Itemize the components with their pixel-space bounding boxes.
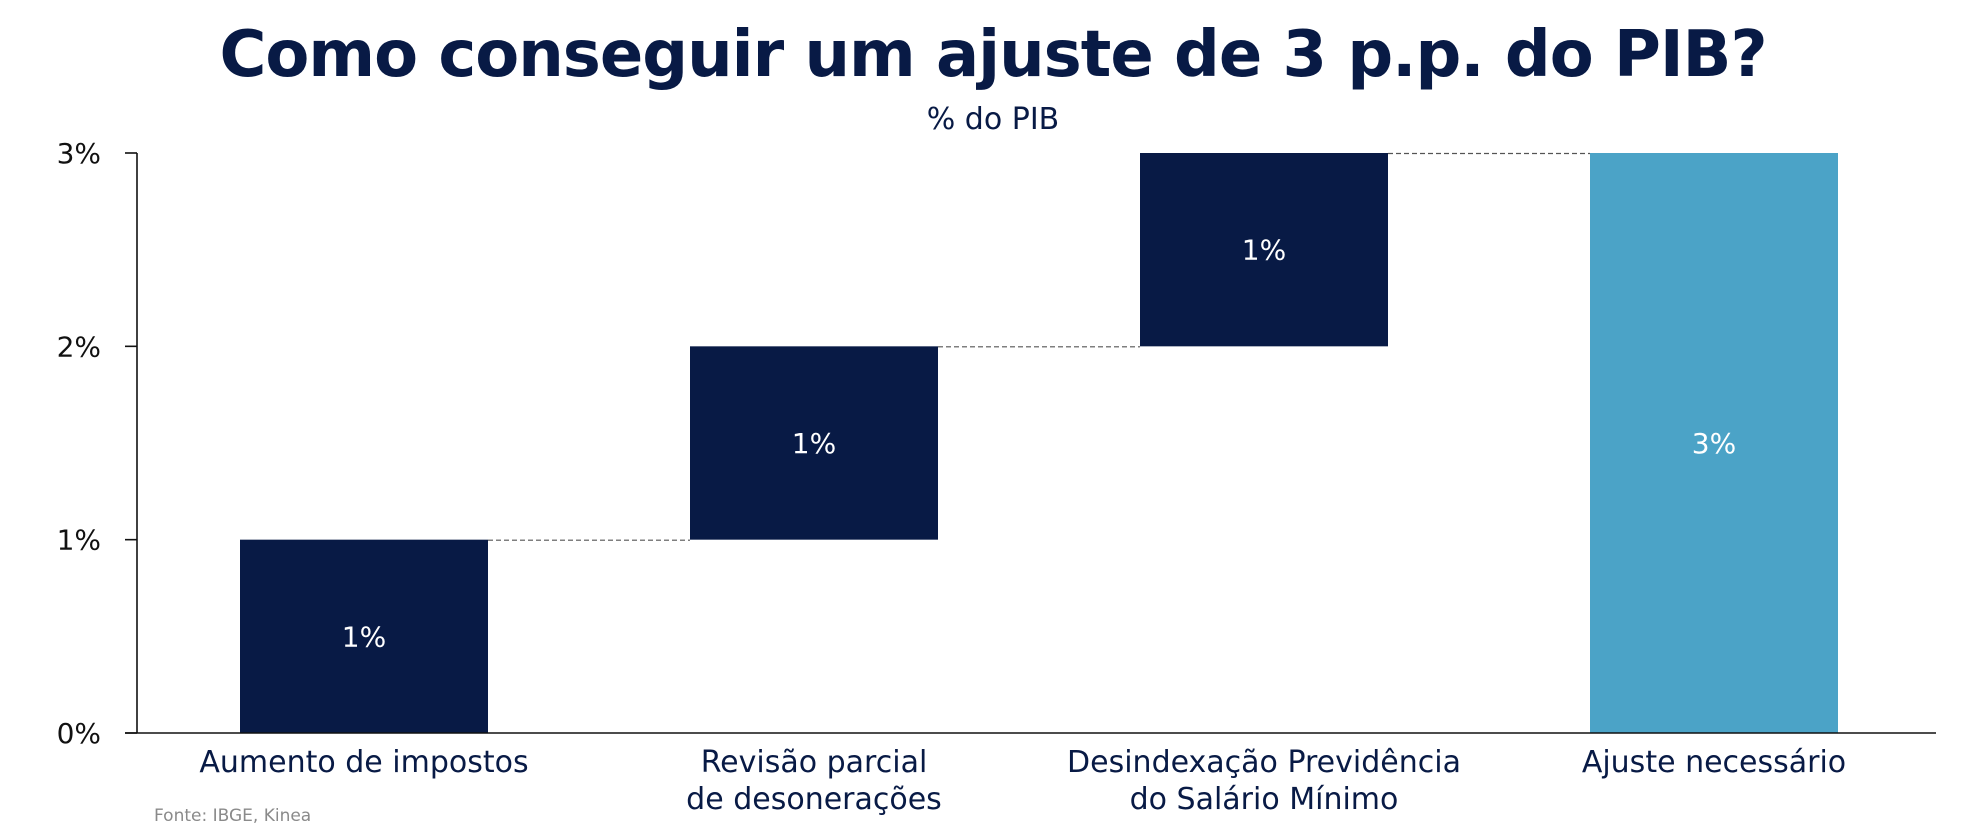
category-label-3: Desindexação Previdência do Salário Mínim… <box>1067 745 1461 817</box>
category-label-2-line-1: Revisão parcial <box>701 745 928 780</box>
y-tick-label-2: 2% <box>57 330 101 363</box>
data-label-2: 1% <box>792 427 836 460</box>
category-labels: Aumento de impostos Revisão parcial de des… <box>199 745 1846 817</box>
source-note: Fonte: IBGE, Kinea <box>154 806 312 826</box>
data-label-4: 3% <box>1692 427 1736 460</box>
axes: 0% 1% 2% 3% <box>57 137 1936 750</box>
y-tick-label-0: 0% <box>57 717 101 750</box>
category-label-2: Revisão parcial de desonerações <box>686 745 942 817</box>
category-label-3-line-1: Desindexação Previdência <box>1067 745 1461 780</box>
chart-subtitle: % do PIB <box>926 102 1060 137</box>
category-label-3-line-2: do Salário Mínimo <box>1130 782 1399 817</box>
category-label-4-line-1: Ajuste necessário <box>1582 745 1846 780</box>
data-labels: 1% 1% 1% 3% <box>342 234 1736 654</box>
bars <box>240 153 1838 733</box>
bar-1 <box>240 539 488 733</box>
chart-title: Como conseguir um ajuste de 3 p.p. do PI… <box>219 18 1767 92</box>
y-tick-label-3: 3% <box>57 137 101 170</box>
category-label-1-line-1: Aumento de impostos <box>199 745 528 780</box>
data-label-3: 1% <box>1242 234 1286 267</box>
category-label-4: Ajuste necessário <box>1582 745 1846 780</box>
bar-3 <box>1140 153 1388 347</box>
bar-4 <box>1590 153 1838 733</box>
bar-2 <box>690 346 938 540</box>
category-label-2-line-2: de desonerações <box>686 782 942 817</box>
connector-lines <box>488 152 1590 541</box>
category-label-1: Aumento de impostos <box>199 745 528 780</box>
y-tick-label-1: 1% <box>57 524 101 557</box>
data-label-1: 1% <box>342 620 386 653</box>
